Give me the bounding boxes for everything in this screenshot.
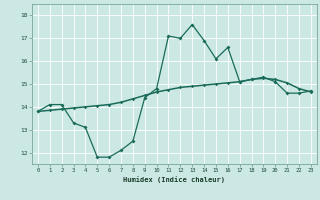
- X-axis label: Humidex (Indice chaleur): Humidex (Indice chaleur): [124, 176, 225, 183]
